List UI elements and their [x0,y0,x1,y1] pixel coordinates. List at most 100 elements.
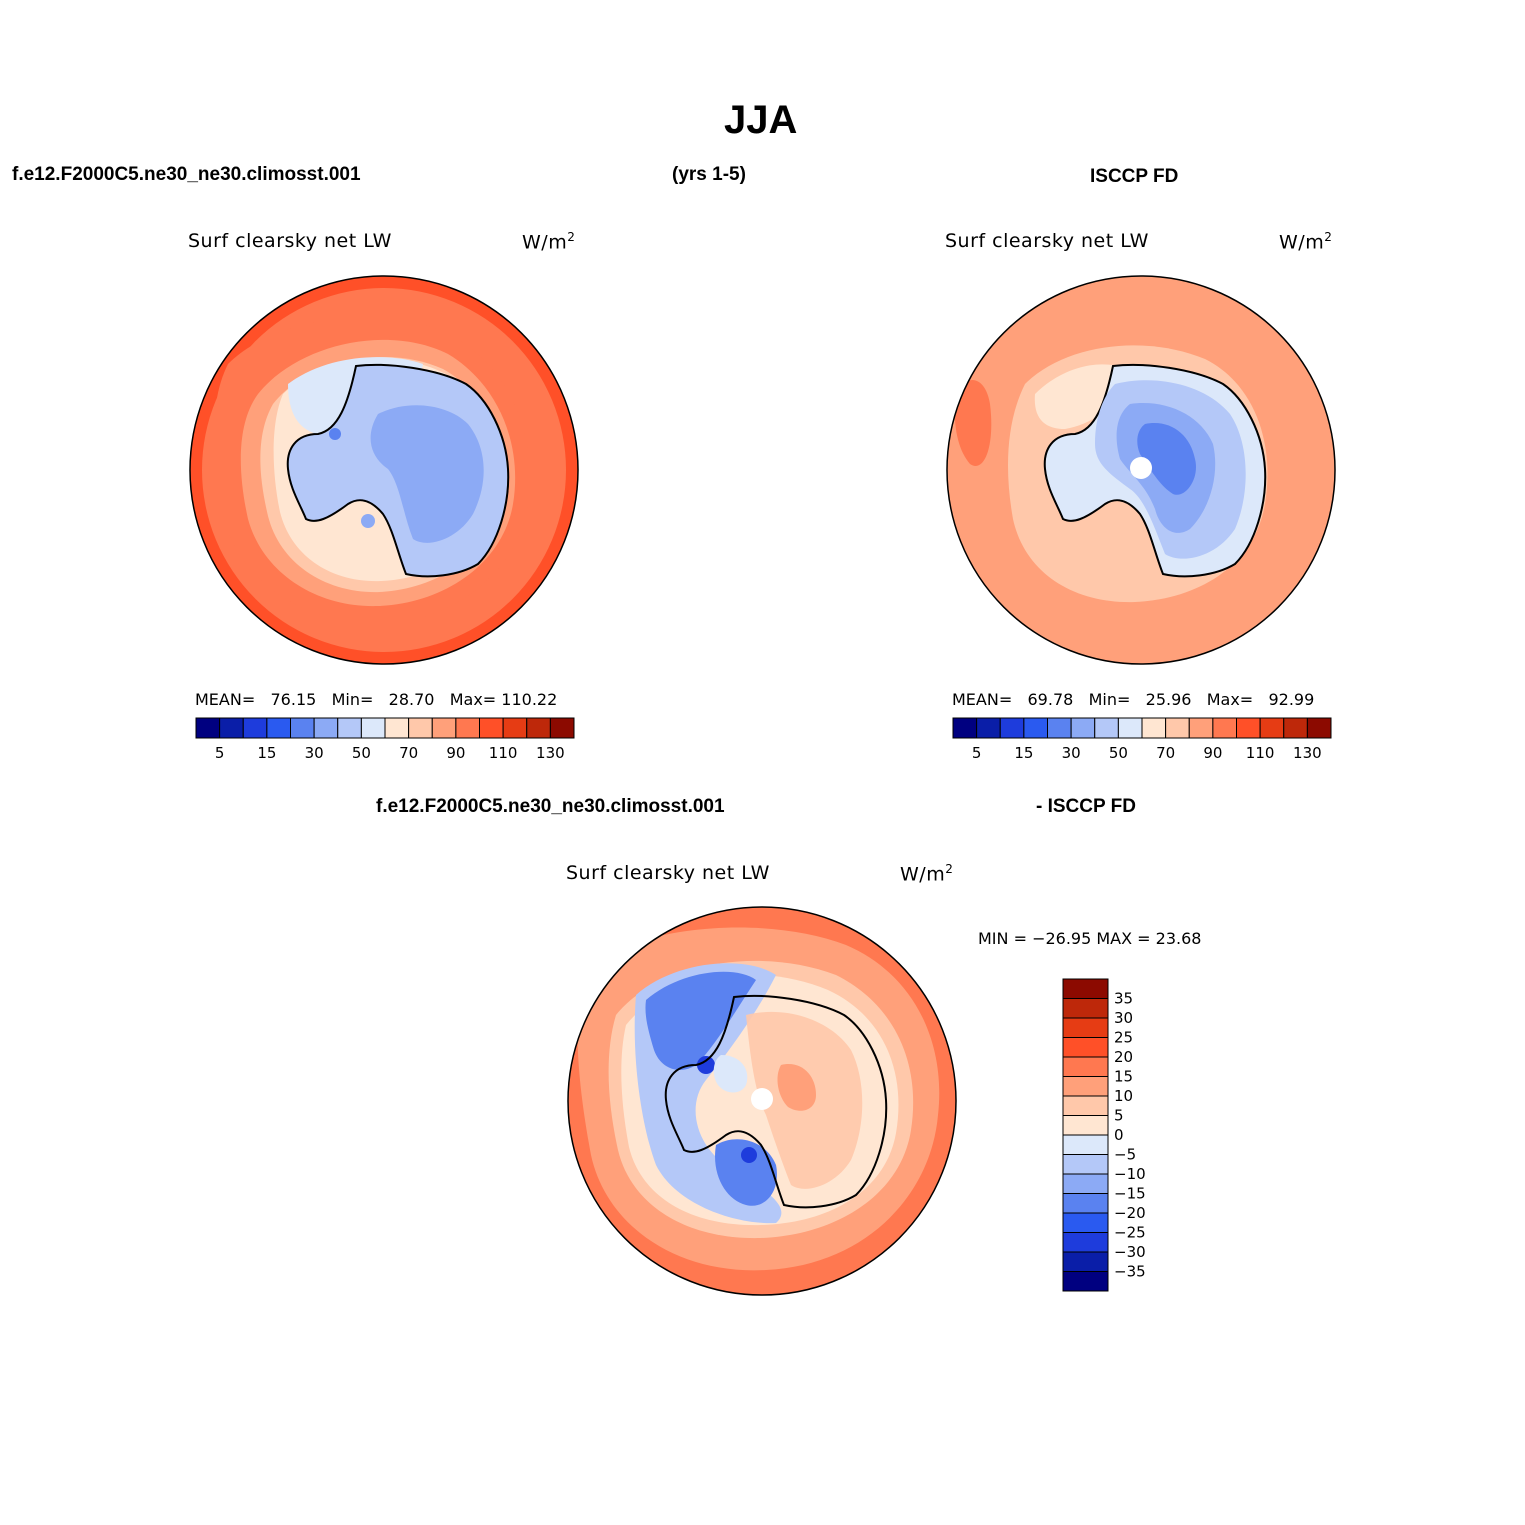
colorbar-swatch [1062,1173,1109,1194]
colorbar-swatch [1141,717,1167,739]
colorbar-swatch [266,717,291,739]
diff-units-label: W/m2 [900,862,954,886]
obs-variable-label: Surf clearsky net LW [945,230,1149,252]
case-name-label: f.e12.F2000C5.ne30_ne30.climosst.001 [12,164,361,185]
colorbar-tick-label: −10 [1114,1165,1146,1183]
model-colorbar: 5 15 30 50 70 90 110 130 [195,717,575,762]
colorbar-swatch [1062,1212,1109,1233]
colorbar-swatch [1062,998,1109,1019]
colorbar-swatch [1212,717,1237,739]
colorbar-tick-label: 50 [1109,744,1128,762]
colorbar-swatch [1094,717,1119,739]
colorbar-swatch [408,717,433,739]
colorbar-swatch [1062,1017,1109,1038]
colorbar-swatch [1165,717,1190,739]
colorbar-swatch [1117,717,1143,739]
colorbar-swatch [976,717,1001,739]
obs-name-label: ISCCP FD [1090,166,1179,187]
colorbar-swatch [1062,1076,1109,1097]
colorbar-swatch [431,717,457,739]
colorbar-tick-label: 5 [1114,1107,1124,1125]
colorbar-tick-label: −15 [1114,1185,1146,1203]
model-variable-label: Surf clearsky net LW [188,230,392,252]
diff-case-name-label: f.e12.F2000C5.ne30_ne30.climosst.001 [376,796,725,817]
colorbar-tick-label: 25 [1114,1029,1133,1047]
colorbar-swatch [1070,717,1096,739]
model-units-label: W/m2 [522,230,576,254]
colorbar-swatch [1062,1232,1109,1253]
colorbar-tick-label: −20 [1114,1204,1146,1222]
colorbar-swatch [1062,1115,1109,1136]
colorbar-swatch [1062,1056,1109,1077]
colorbar-swatch [242,717,268,739]
diff-variable-label: Surf clearsky net LW [566,862,770,884]
diff-polar-map [567,906,957,1296]
colorbar-tick-label: −30 [1114,1243,1146,1261]
colorbar-tick-label: 30 [305,744,324,762]
colorbar-tick-label: 90 [446,744,465,762]
colorbar-tick-label: 50 [352,744,371,762]
diff-obs-name-label: - ISCCP FD [1036,796,1136,817]
colorbar-tick-label: 15 [257,744,276,762]
colorbar-tick-label: 70 [1156,744,1175,762]
model-stats: MEAN= 76.15 Min= 28.70 Max= 110.22 [195,690,558,709]
colorbar-tick-label: −5 [1114,1146,1136,1164]
figure-title: JJA [724,98,798,142]
colorbar-swatch [384,717,410,739]
colorbar-swatch [952,717,978,739]
colorbar-swatch [1062,978,1109,999]
colorbar-swatch [1306,717,1332,739]
colorbar-swatch [455,717,480,739]
colorbar-tick-label: 130 [1293,744,1322,762]
colorbar-tick-label: 5 [215,744,225,762]
colorbar-tick-label: 30 [1114,1009,1133,1027]
colorbar-swatch [1188,717,1214,739]
colorbar-swatch [1062,1271,1109,1292]
colorbar-tick-label: 20 [1114,1048,1133,1066]
colorbar-swatch [1062,1251,1109,1272]
colorbar-tick-label: 5 [972,744,982,762]
colorbar-swatch [1062,1154,1109,1175]
colorbar-swatch [1062,1134,1109,1155]
obs-polar-map [946,275,1336,665]
colorbar-swatch [360,717,386,739]
colorbar-swatch [1023,717,1048,739]
colorbar-swatch [290,717,315,739]
colorbar-swatch [1047,717,1072,739]
colorbar-swatch [1259,717,1285,739]
colorbar-tick-label: 0 [1114,1126,1124,1144]
colorbar-swatch [526,717,551,739]
years-label: (yrs 1-5) [672,164,746,185]
colorbar-tick-label: 15 [1014,744,1033,762]
colorbar-tick-label: 30 [1062,744,1081,762]
colorbar-swatch [219,717,244,739]
colorbar-swatch [1283,717,1308,739]
colorbar-tick-label: 90 [1203,744,1222,762]
colorbar-tick-label: 10 [1114,1087,1133,1105]
colorbar-swatch [195,717,221,739]
model-polar-map [189,275,579,665]
colorbar-tick-label: 110 [489,744,518,762]
colorbar-swatch [1062,1095,1109,1116]
colorbar-tick-label: 15 [1114,1068,1133,1086]
diff-stats: MIN = −26.95 MAX = 23.68 [978,929,1202,948]
colorbar-swatch [337,717,362,739]
obs-colorbar: 5 15 30 50 70 90 110 130 [952,717,1332,762]
colorbar-tick-label: −25 [1114,1224,1146,1242]
colorbar-tick-label: 70 [399,744,418,762]
colorbar-swatch [502,717,528,739]
colorbar-tick-label: 130 [536,744,565,762]
colorbar-swatch [313,717,339,739]
colorbar-swatch [1236,717,1261,739]
colorbar-tick-label: 35 [1114,990,1133,1008]
colorbar-swatch [549,717,575,739]
colorbar-swatch [1062,1037,1109,1058]
colorbar-tick-label: −35 [1114,1263,1146,1281]
colorbar-tick-label: 110 [1246,744,1275,762]
obs-units-label: W/m2 [1279,230,1333,254]
obs-stats: MEAN= 69.78 Min= 25.96 Max= 92.99 [952,690,1315,709]
colorbar-swatch [999,717,1025,739]
colorbar-swatch [1062,1193,1109,1214]
colorbar-swatch [479,717,504,739]
